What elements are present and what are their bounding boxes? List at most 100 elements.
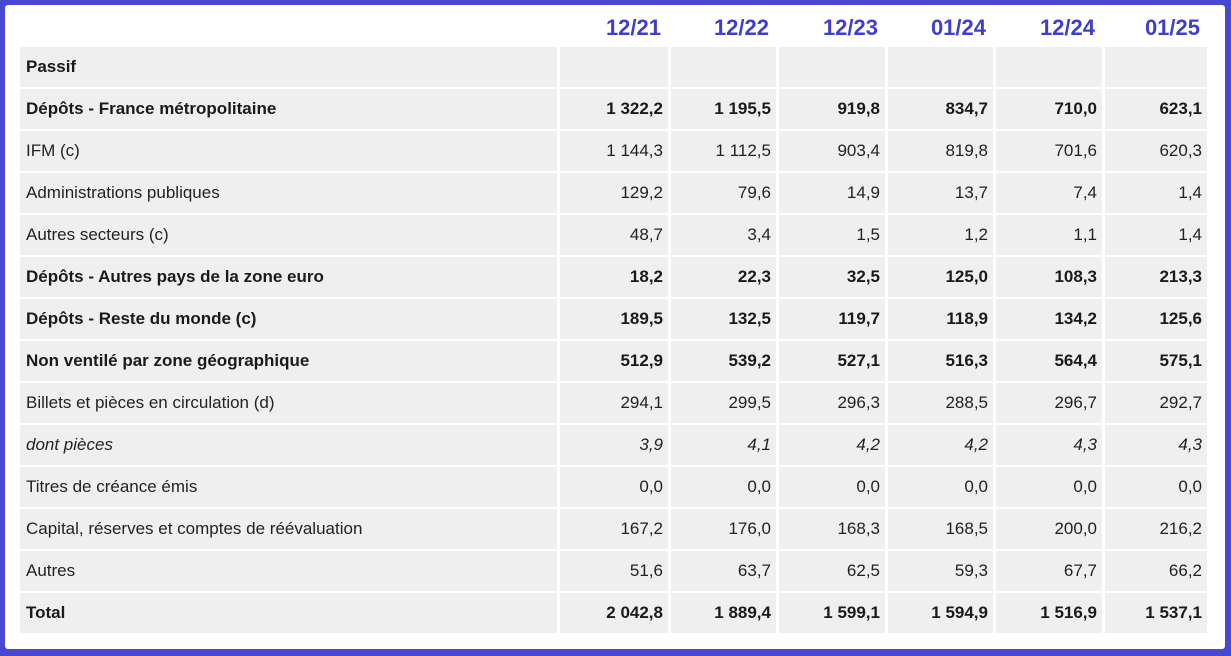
table-cell: 79,6 <box>671 173 776 213</box>
table-cell: 623,1 <box>1105 89 1207 129</box>
table-cell: 701,6 <box>996 131 1102 171</box>
table-cell: 0,0 <box>888 467 993 507</box>
table-cell: 299,5 <box>671 383 776 423</box>
table-cell: 294,1 <box>560 383 668 423</box>
row-label: Dépôts - France métropolitaine <box>20 89 557 129</box>
table-cell <box>560 47 668 87</box>
table-cell: 1 599,1 <box>779 593 885 633</box>
table-cell: 1 594,9 <box>888 593 993 633</box>
table-cell: 1,4 <box>1105 173 1207 213</box>
table-row: Titres de créance émis 0,0 0,0 0,0 0,0 0,0 0,0 <box>20 467 1207 507</box>
table-cell: 14,9 <box>779 173 885 213</box>
row-label: Autres secteurs (c) <box>20 215 557 255</box>
table-cell: 1,5 <box>779 215 885 255</box>
table-cell: 710,0 <box>996 89 1102 129</box>
table-row: Total 2 042,8 1 889,4 1 599,1 1 594,9 1 516,9… <box>20 593 1207 633</box>
table-cell: 118,9 <box>888 299 993 339</box>
table-body: Passif Dépôts - France métropolitaine 1 32… <box>20 47 1207 633</box>
table-cell: 134,2 <box>996 299 1102 339</box>
row-label: Total <box>20 593 557 633</box>
table-cell: 3,9 <box>560 425 668 465</box>
table-cell: 1 322,2 <box>560 89 668 129</box>
table-cell: 0,0 <box>560 467 668 507</box>
table-cell: 512,9 <box>560 341 668 381</box>
table-cell: 4,2 <box>888 425 993 465</box>
row-label: Passif <box>20 47 557 87</box>
table-cell: 620,3 <box>1105 131 1207 171</box>
table-row: Autres secteurs (c) 48,7 3,4 1,5 1,2 1,1 1,4 <box>20 215 1207 255</box>
table-cell: 66,2 <box>1105 551 1207 591</box>
table-cell: 13,7 <box>888 173 993 213</box>
header-label-cell <box>20 11 557 45</box>
table-row: Dépôts - Autres pays de la zone euro 18,2… <box>20 257 1207 297</box>
table-cell: 0,0 <box>996 467 1102 507</box>
row-label: IFM (c) <box>20 131 557 171</box>
table-cell: 1 889,4 <box>671 593 776 633</box>
table-cell: 1 537,1 <box>1105 593 1207 633</box>
row-label: Capital, réserves et comptes de réévalua… <box>20 509 557 549</box>
table-cell: 1,1 <box>996 215 1102 255</box>
table-cell: 176,0 <box>671 509 776 549</box>
table-cell: 216,2 <box>1105 509 1207 549</box>
table-cell: 4,1 <box>671 425 776 465</box>
table-cell <box>779 47 885 87</box>
table-cell: 48,7 <box>560 215 668 255</box>
row-label: Billets et pièces en circulation (d) <box>20 383 557 423</box>
table-frame: 12/21 12/22 12/23 01/24 12/24 01/25 Pass… <box>5 5 1225 649</box>
data-table: 12/21 12/22 12/23 01/24 12/24 01/25 Pass… <box>17 9 1210 635</box>
table-cell <box>1105 47 1207 87</box>
table-cell: 527,1 <box>779 341 885 381</box>
table-cell: 919,8 <box>779 89 885 129</box>
table-cell <box>996 47 1102 87</box>
table-cell: 1 195,5 <box>671 89 776 129</box>
table-cell: 288,5 <box>888 383 993 423</box>
column-header: 12/21 <box>560 11 668 45</box>
table-cell: 564,4 <box>996 341 1102 381</box>
table-cell: 62,5 <box>779 551 885 591</box>
table-row: IFM (c) 1 144,3 1 112,5 903,4 819,8 701,6 620,… <box>20 131 1207 171</box>
table-cell: 575,1 <box>1105 341 1207 381</box>
table-cell: 119,7 <box>779 299 885 339</box>
table-cell: 0,0 <box>779 467 885 507</box>
row-label: Dépôts - Reste du monde (c) <box>20 299 557 339</box>
table-cell: 51,6 <box>560 551 668 591</box>
column-header: 01/24 <box>888 11 993 45</box>
table-cell: 516,3 <box>888 341 993 381</box>
table-row: dont pièces 3,9 4,1 4,2 4,2 4,3 4,3 <box>20 425 1207 465</box>
table-cell <box>671 47 776 87</box>
row-label: Autres <box>20 551 557 591</box>
table-row: Billets et pièces en circulation (d) 294,… <box>20 383 1207 423</box>
table-cell: 125,0 <box>888 257 993 297</box>
table-cell: 63,7 <box>671 551 776 591</box>
table-cell: 1,2 <box>888 215 993 255</box>
table-cell: 296,3 <box>779 383 885 423</box>
table-row: Non ventilé par zone géographique 512,9 53… <box>20 341 1207 381</box>
table-cell: 18,2 <box>560 257 668 297</box>
table-cell: 108,3 <box>996 257 1102 297</box>
table-row: Administrations publiques 129,2 79,6 14,9 13… <box>20 173 1207 213</box>
table-cell: 132,5 <box>671 299 776 339</box>
header-row: 12/21 12/22 12/23 01/24 12/24 01/25 <box>20 11 1207 45</box>
table-cell: 292,7 <box>1105 383 1207 423</box>
row-label: Administrations publiques <box>20 173 557 213</box>
table-cell: 129,2 <box>560 173 668 213</box>
row-label: Non ventilé par zone géographique <box>20 341 557 381</box>
table-cell: 1,4 <box>1105 215 1207 255</box>
row-label: Dépôts - Autres pays de la zone euro <box>20 257 557 297</box>
table-cell: 903,4 <box>779 131 885 171</box>
table-cell: 59,3 <box>888 551 993 591</box>
column-header: 12/23 <box>779 11 885 45</box>
table-cell: 1 144,3 <box>560 131 668 171</box>
table-cell: 213,3 <box>1105 257 1207 297</box>
table-cell: 189,5 <box>560 299 668 339</box>
table-cell: 22,3 <box>671 257 776 297</box>
table-cell <box>888 47 993 87</box>
table-row: Passif <box>20 47 1207 87</box>
table-cell: 1 112,5 <box>671 131 776 171</box>
table-cell: 4,2 <box>779 425 885 465</box>
table-cell: 4,3 <box>996 425 1102 465</box>
table-row: Dépôts - France métropolitaine 1 322,2 1 1… <box>20 89 1207 129</box>
row-label: Titres de créance émis <box>20 467 557 507</box>
column-header: 12/24 <box>996 11 1102 45</box>
table-row: Autres 51,6 63,7 62,5 59,3 67,7 66,2 <box>20 551 1207 591</box>
